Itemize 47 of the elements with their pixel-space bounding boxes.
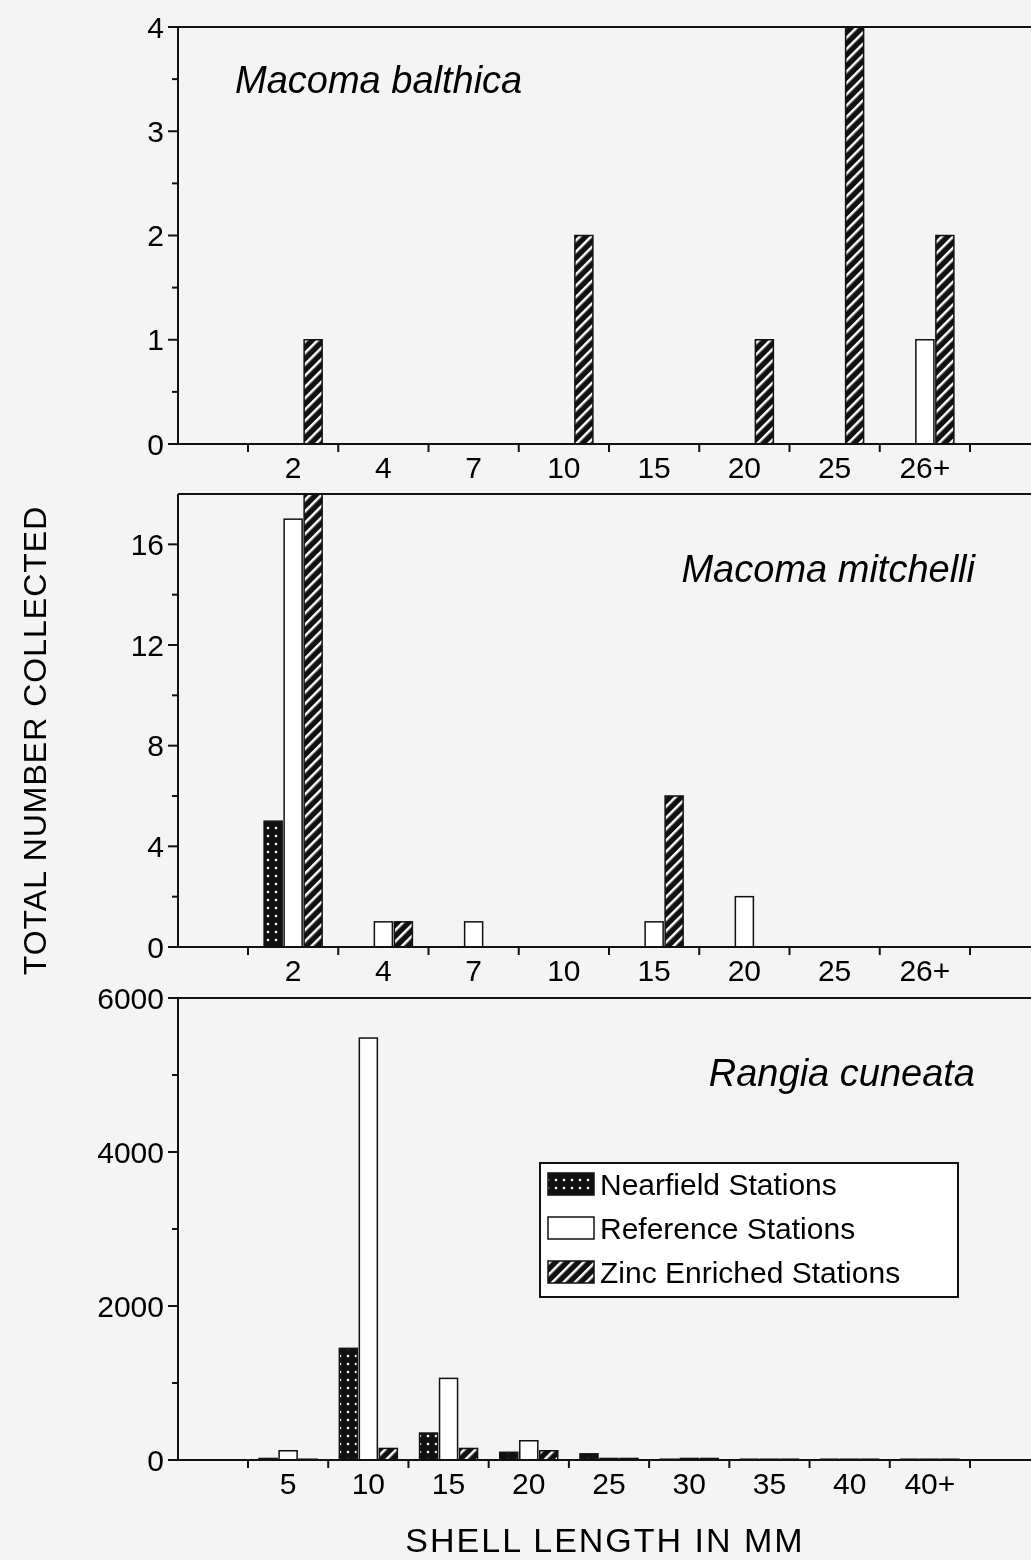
x-tick-label: 26+ xyxy=(899,451,951,484)
y-tick-label: 0 xyxy=(147,427,164,461)
x-tick-label: 4 xyxy=(375,954,392,987)
x-tick-label: 15 xyxy=(637,954,671,987)
y-tick-label: 16 xyxy=(130,527,164,561)
y-axis-title: TOTAL NUMBER COLLECTED xyxy=(17,505,53,976)
y-tick-label: 2000 xyxy=(97,1289,164,1323)
x-tick-label: 10 xyxy=(547,451,581,484)
x-tick-label: 30 xyxy=(672,1467,706,1500)
legend-label: Zinc Enriched Stations xyxy=(600,1255,901,1289)
text: Macoma mitchelli xyxy=(681,548,977,590)
y-tick-label: 2 xyxy=(147,219,164,252)
x-tick-label: 20 xyxy=(727,451,762,484)
x-tick-label: 35 xyxy=(752,1467,787,1500)
y-tick-label: 6000 xyxy=(97,981,164,1015)
x-tick-label: 40+ xyxy=(904,1467,956,1500)
text: Macoma balthica xyxy=(235,59,523,101)
y-tick-label: 4 xyxy=(147,10,164,44)
y-tick-label: 8 xyxy=(147,729,164,763)
y-tick-label: 4000 xyxy=(97,1135,164,1169)
x-tick-label: 7 xyxy=(465,954,482,987)
x-tick-label: 25 xyxy=(592,1467,626,1500)
legend-label: Nearfield Stations xyxy=(600,1167,837,1201)
x-tick-label: 20 xyxy=(727,954,762,987)
x-tick-label: 20 xyxy=(512,1467,546,1500)
x-tick-label: 40 xyxy=(832,1467,867,1500)
y-tick-label: 12 xyxy=(130,628,164,662)
x-tick-label: 25 xyxy=(817,954,852,987)
text: Rangia cuneata xyxy=(708,1052,975,1094)
x-axis-title: SHELL LENGTH IN MM xyxy=(405,1521,805,1559)
legend-label: Reference Stations xyxy=(600,1211,856,1245)
x-tick-label: 15 xyxy=(637,451,671,484)
y-tick-label: 3 xyxy=(147,114,164,148)
x-tick-label: 2 xyxy=(284,954,302,987)
y-tick-label: 0 xyxy=(147,930,164,964)
x-tick-label: 7 xyxy=(465,451,482,484)
x-tick-label: 26+ xyxy=(899,954,951,987)
y-tick-label: 0 xyxy=(147,1443,164,1477)
x-tick-label: 10 xyxy=(547,954,581,987)
x-tick-label: 10 xyxy=(351,1467,386,1500)
y-tick-label: 4 xyxy=(147,829,164,863)
x-tick-label: 5 xyxy=(279,1467,297,1500)
y-tick-label: 1 xyxy=(147,323,164,357)
x-tick-label: 15 xyxy=(431,1467,466,1500)
x-tick-label: 4 xyxy=(375,451,392,484)
x-tick-label: 25 xyxy=(817,451,852,484)
x-tick-label: 2 xyxy=(284,451,302,484)
